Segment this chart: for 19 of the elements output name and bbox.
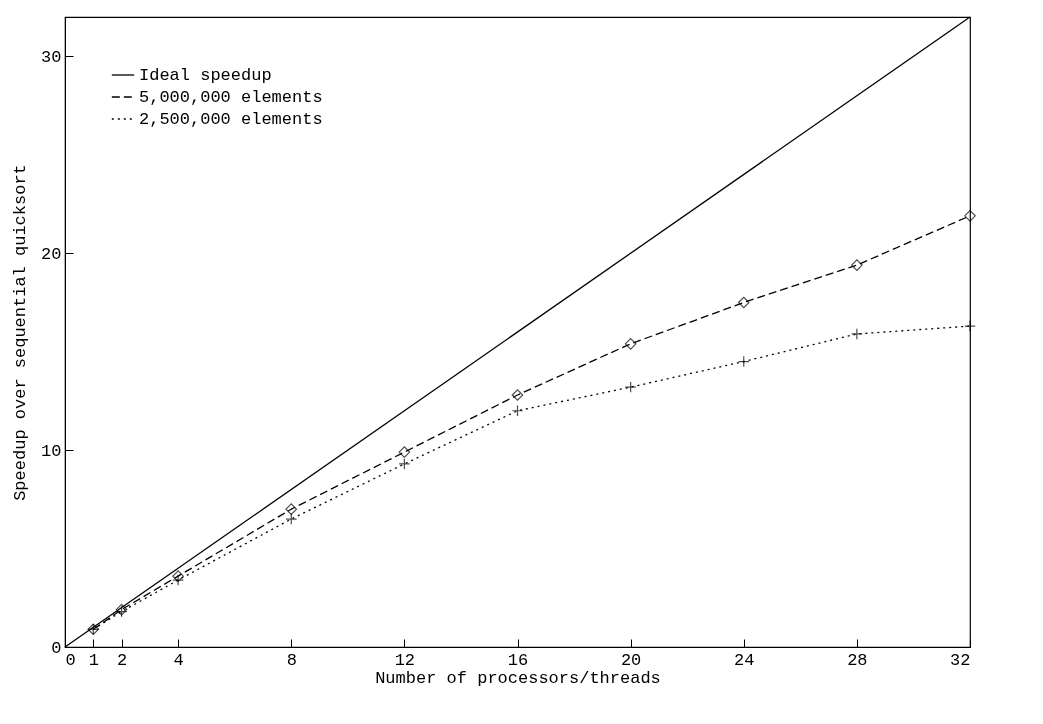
legend-label: 2,500,000 elements — [139, 110, 323, 129]
y-tick-label: 10 — [41, 441, 62, 461]
x-tick-label: 32 — [950, 650, 971, 670]
x-tick-label: 0 — [65, 650, 76, 670]
y-tick-label: 20 — [41, 244, 62, 264]
y-axis-title: Speedup over sequential quicksort — [11, 164, 31, 501]
legend-label: Ideal speedup — [139, 66, 272, 85]
x-tick-label: 12 — [394, 650, 416, 670]
x-tick-label: 8 — [286, 650, 297, 670]
x-tick-label: 24 — [734, 650, 755, 670]
x-tick-label: 2 — [116, 650, 128, 670]
x-tick-label: 20 — [620, 650, 642, 670]
x-axis-title: Number of processors/threads — [375, 668, 661, 688]
x-tick-label: 1 — [88, 650, 99, 670]
x-tick-label: 4 — [173, 650, 184, 670]
y-tick-label: 30 — [41, 47, 62, 67]
x-tick-label: 16 — [507, 650, 529, 670]
legend-label: 5,000,000 elements — [139, 88, 323, 107]
x-tick-label: 28 — [847, 650, 868, 670]
